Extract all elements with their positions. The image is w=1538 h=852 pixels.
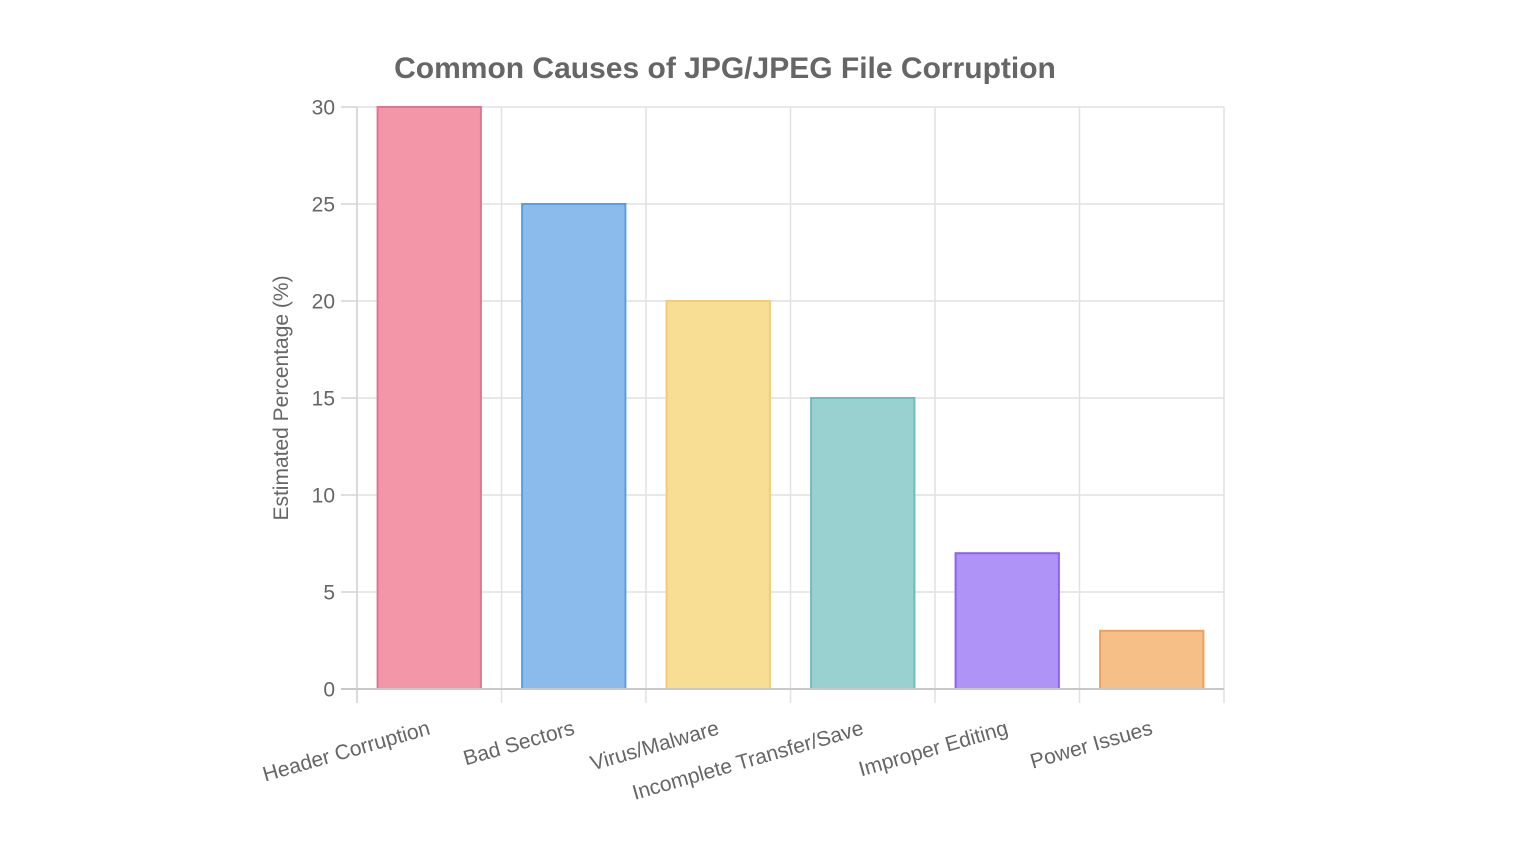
y-tick-label: 30: [312, 97, 335, 120]
y-tick-label: 5: [323, 582, 335, 605]
chart-title: Common Causes of JPG/JPEG File Corruptio…: [394, 52, 1056, 85]
x-tick-label: Bad Sectors: [461, 717, 577, 771]
y-axis-tick-labels: 0 5 10 15 20 25 30: [312, 97, 335, 702]
bar[interactable]: [665, 300, 771, 690]
bars: [376, 106, 1205, 691]
y-tick-label: 25: [312, 194, 335, 217]
bar[interactable]: [954, 552, 1060, 691]
x-tick-label: Improper Editing: [856, 717, 1010, 782]
x-tick-label: Header Corruption: [260, 717, 432, 787]
x-axis-tick-labels: Header Corruption Bad Sectors Virus/Malwar…: [260, 717, 1155, 805]
y-tick-label: 15: [312, 388, 335, 411]
y-axis-title: Estimated Percentage (%): [270, 275, 293, 520]
x-tick-label: Power Issues: [1028, 717, 1156, 774]
bar[interactable]: [1099, 629, 1205, 690]
y-tick-label: 0: [323, 679, 335, 702]
y-tick-label: 10: [312, 485, 335, 508]
bar[interactable]: [521, 203, 627, 690]
grid-lines: [356, 106, 1225, 703]
y-tick-label: 20: [312, 291, 335, 314]
bar[interactable]: [810, 397, 916, 690]
bar[interactable]: [376, 106, 482, 690]
axes: [341, 106, 1224, 690]
x-tick-label: Incomplete Transfer/Save: [630, 717, 866, 805]
